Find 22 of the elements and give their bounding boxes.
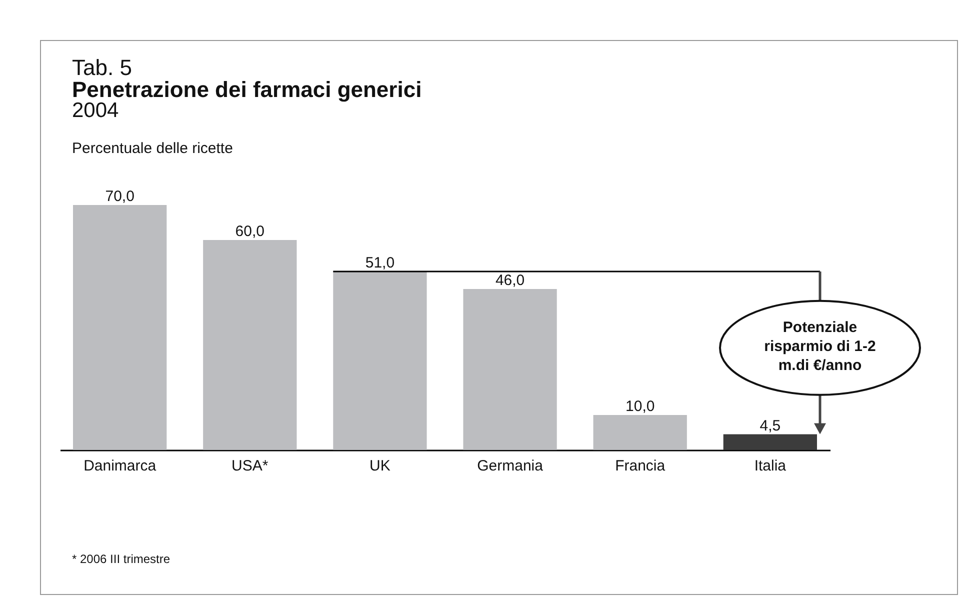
- data-label: 51,0: [365, 254, 395, 272]
- y-axis-title: Percentuale delle ricette: [72, 140, 233, 157]
- data-label: 46,0: [495, 272, 525, 289]
- bar: [333, 272, 427, 450]
- data-label: 4,5: [760, 417, 781, 434]
- bar: [203, 240, 297, 450]
- x-tick-label: Danimarca: [84, 458, 157, 474]
- bar: [463, 289, 557, 450]
- bar: [593, 415, 687, 450]
- data-label: 70,0: [105, 188, 134, 205]
- x-tick-label: UK: [370, 458, 390, 474]
- x-tick-label: Francia: [615, 458, 666, 474]
- data-label: 10,0: [626, 398, 655, 415]
- x-tick-label: Italia: [754, 458, 787, 474]
- x-tick-label: Germania: [477, 458, 544, 474]
- annotation: Potenziale risparmio di 1-2 m.di €/anno: [763, 318, 877, 375]
- text: * 2006 III trimestre: [72, 552, 170, 566]
- data-label: 60,0: [235, 223, 264, 240]
- bar: [73, 205, 167, 450]
- bar: [723, 434, 817, 450]
- x-tick-label: USA*: [232, 458, 268, 474]
- chart-subtitle: 2004: [72, 99, 119, 123]
